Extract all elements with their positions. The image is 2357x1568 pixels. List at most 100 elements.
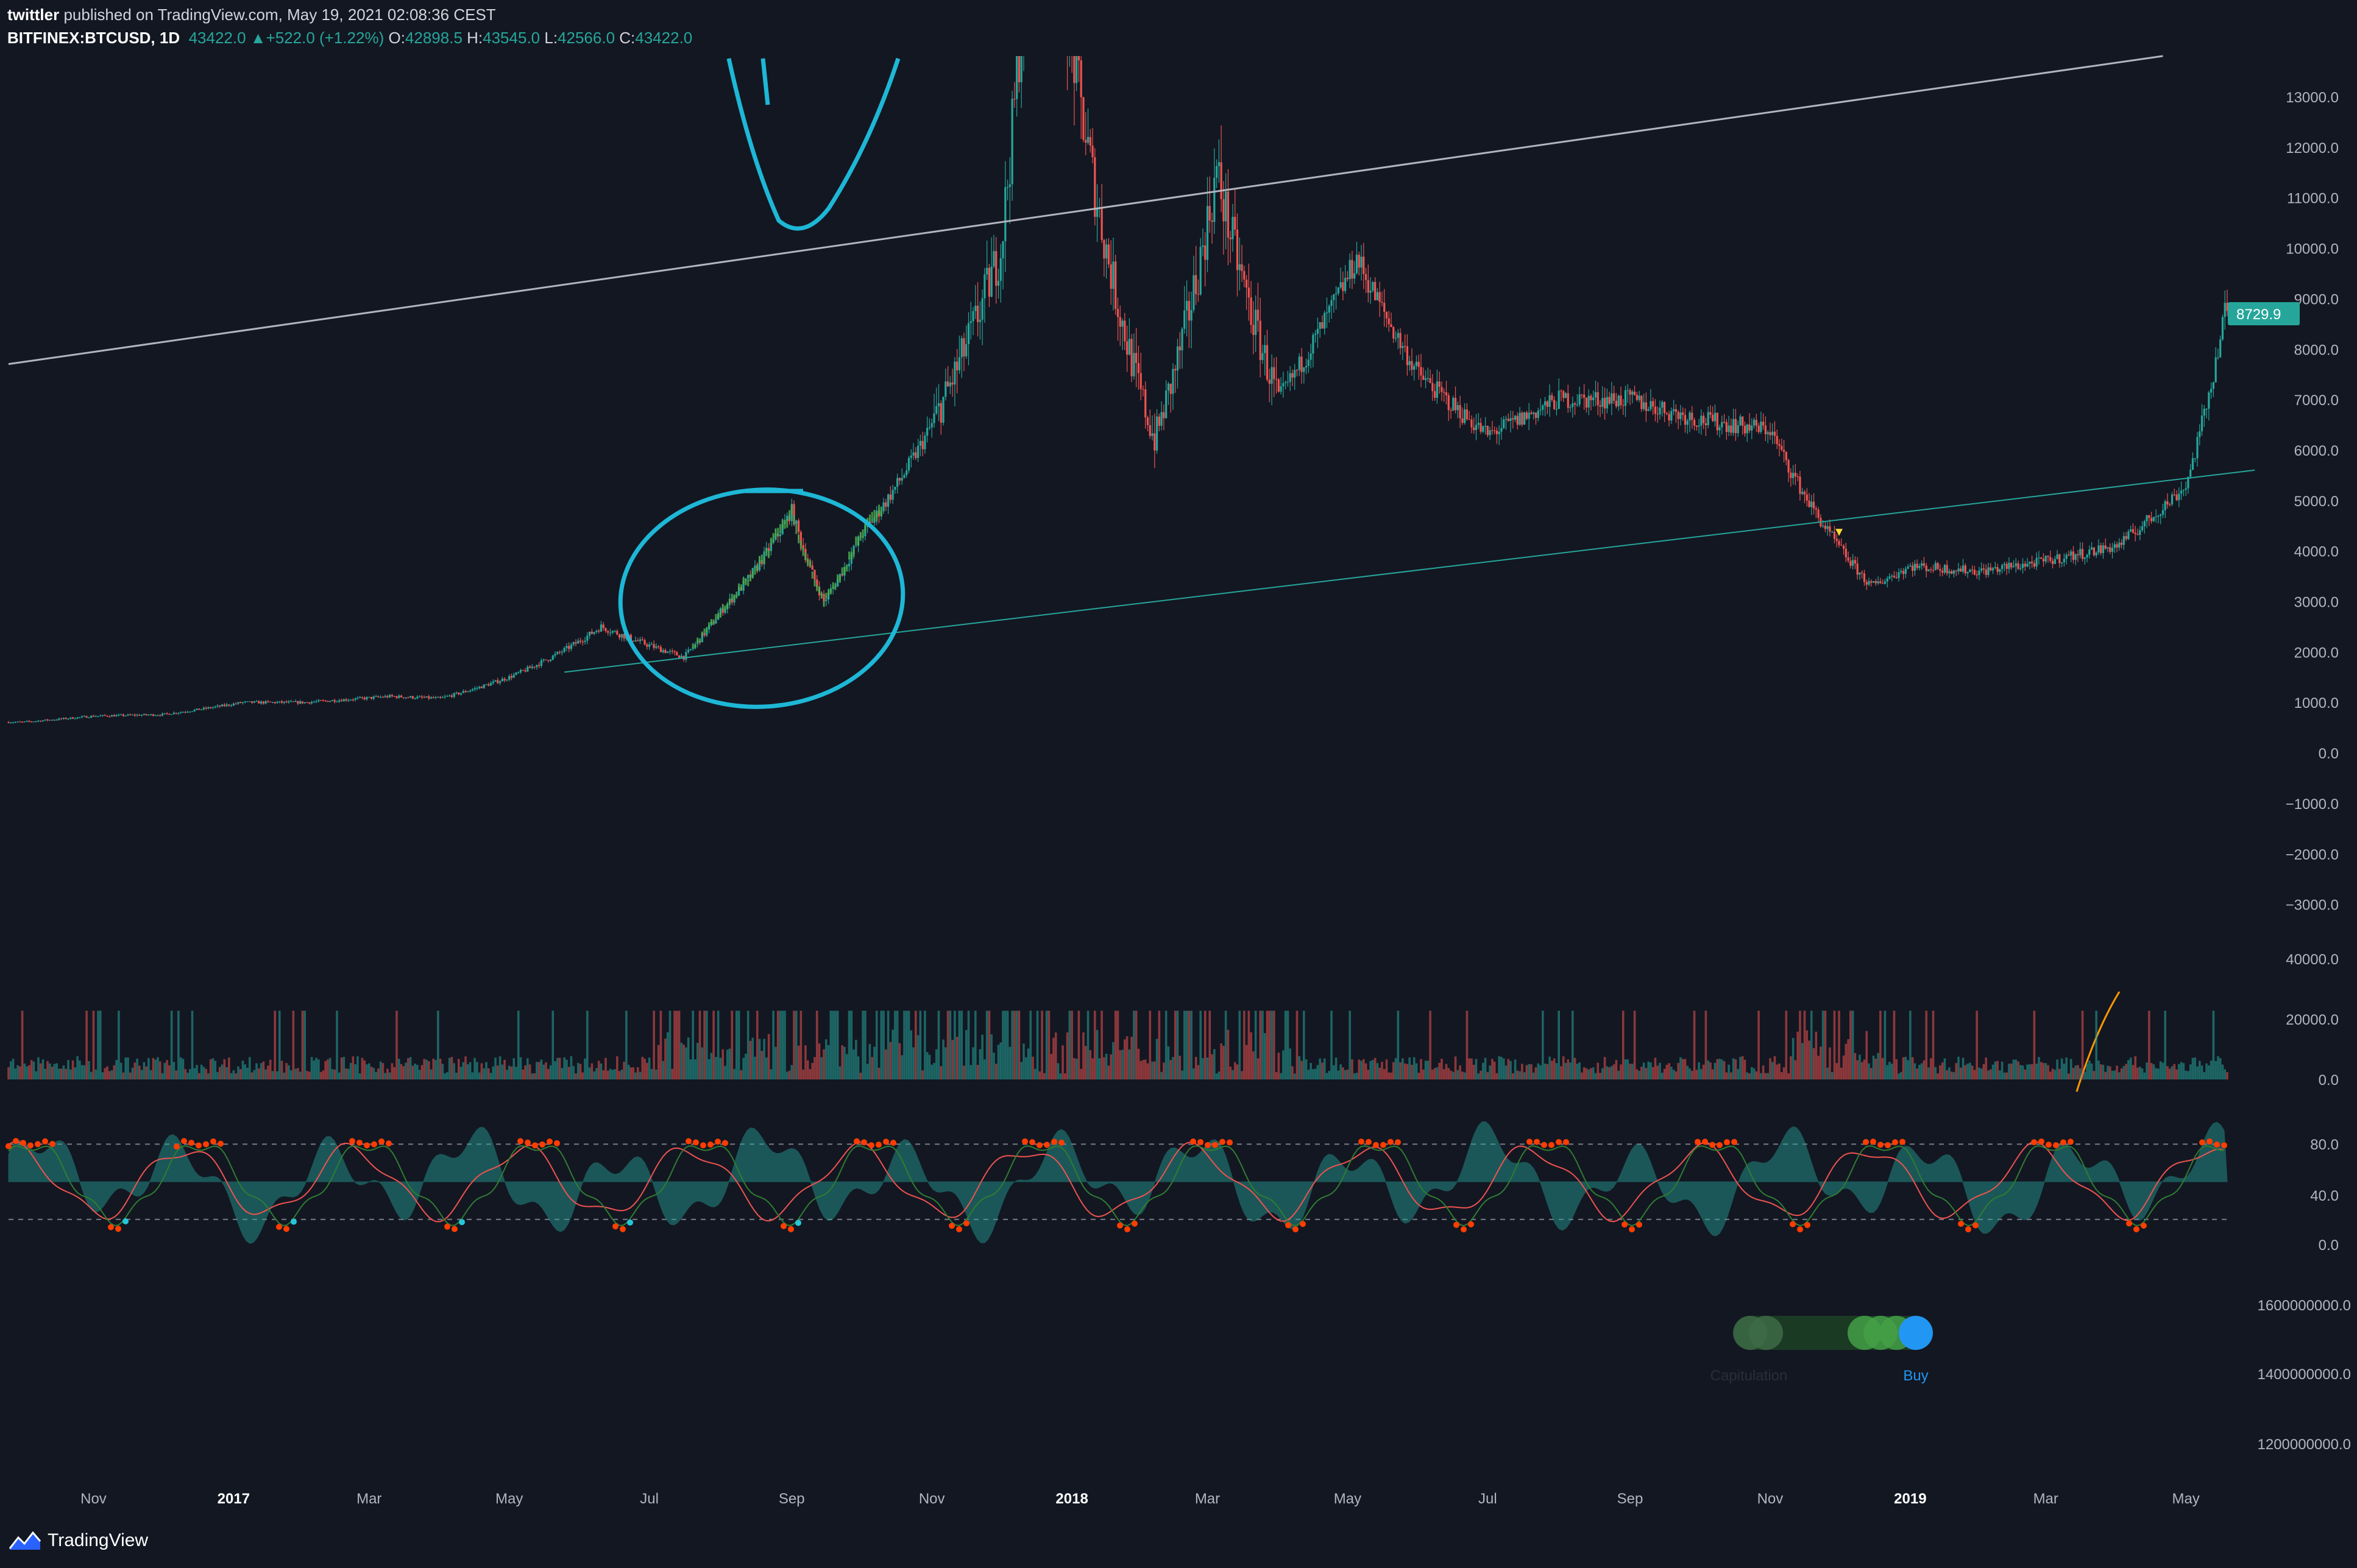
volume-bar — [1397, 1011, 1400, 1079]
volume-bar — [1284, 1011, 1287, 1079]
author-name[interactable]: twittler — [7, 5, 60, 24]
volume-bar — [825, 1039, 828, 1079]
volume-bar — [1307, 1070, 1310, 1079]
candle-body — [1514, 415, 1517, 420]
volume-bar — [600, 1063, 603, 1079]
candle-body — [1528, 412, 1530, 419]
volume-bar — [850, 1011, 853, 1079]
candle-body — [1567, 393, 1569, 408]
volume-bar — [976, 1065, 979, 1079]
candle-body — [2214, 357, 2217, 383]
volume-bar — [262, 1061, 265, 1079]
candle-body — [2178, 493, 2180, 501]
candle-body — [2212, 382, 2214, 389]
volume-bar — [1489, 1065, 1491, 1079]
candle-body — [692, 647, 694, 649]
candle-body — [542, 659, 545, 661]
volume-bar — [2200, 1065, 2203, 1079]
candle-body — [1144, 389, 1147, 418]
candle-body — [1863, 573, 1866, 582]
volume-bar — [806, 1060, 809, 1079]
candle-body — [1408, 361, 1411, 366]
volume-bar — [297, 1068, 299, 1079]
candle-body — [1008, 184, 1011, 187]
volume-bar — [225, 1067, 228, 1079]
candle-body — [954, 361, 956, 385]
overbought-dot — [1534, 1139, 1540, 1145]
volume-bar — [2194, 1057, 2197, 1079]
candle-body — [370, 697, 373, 699]
overbought-dot — [1709, 1142, 1715, 1148]
overbought-dot — [196, 1142, 202, 1149]
volume-bar — [1925, 1011, 1928, 1079]
highlight-candle — [802, 548, 804, 556]
oversold-dot — [2133, 1226, 2139, 1232]
volume-bar — [306, 1071, 308, 1079]
volume-bar — [988, 1011, 991, 1079]
volume-bar — [1197, 1065, 1200, 1079]
volume-bar — [1125, 1036, 1129, 1079]
price-change: +522.0 (+1.22%) — [266, 29, 385, 47]
volume-bar — [682, 1044, 685, 1079]
candle-body — [912, 452, 915, 456]
candle-body — [522, 669, 524, 671]
volume-bar — [342, 1057, 346, 1079]
volume-bar — [1295, 1011, 1299, 1079]
candle-body — [428, 696, 430, 699]
overbought-dot — [1695, 1139, 1701, 1145]
tradingview-brand[interactable]: TradingView — [9, 1530, 148, 1551]
overbought-dot — [539, 1141, 545, 1148]
candle-body — [2203, 409, 2205, 416]
overbought-dot — [1388, 1139, 1394, 1145]
candle-body — [2171, 494, 2174, 505]
volume-bar — [1286, 1011, 1289, 1079]
candle-body — [1849, 560, 1852, 566]
candle-body — [1355, 255, 1358, 274]
time-tick-label: Jul — [1478, 1491, 1497, 1507]
volume-bar — [2132, 1065, 2135, 1079]
candle-body — [956, 361, 959, 370]
candle-body — [260, 701, 263, 704]
overbought-dot — [1892, 1139, 1898, 1146]
volume-bar — [1647, 1061, 1650, 1079]
volume-bar — [724, 1065, 726, 1079]
candle-body — [200, 709, 203, 710]
volume-bar — [692, 1011, 695, 1079]
candle-body — [108, 716, 111, 718]
candle-body — [2113, 544, 2116, 548]
volume-bar — [1803, 1011, 1806, 1079]
volume-bar — [92, 1011, 95, 1079]
volume-bar — [1709, 1062, 1712, 1079]
candle-body — [1990, 567, 1992, 571]
symbol-name[interactable]: BITFINEX:BTCUSD, 1D — [7, 29, 180, 47]
candle-body — [193, 710, 196, 712]
highlight-candle — [768, 550, 770, 559]
candle-body — [1364, 274, 1367, 280]
volume-bar — [12, 1059, 15, 1079]
time-tick-label: Nov — [919, 1491, 945, 1507]
candle-body — [1645, 402, 1648, 411]
volume-bar — [2068, 1073, 2070, 1079]
overbought-dot — [868, 1142, 874, 1149]
volume-bar — [972, 1047, 974, 1079]
candle-body — [237, 702, 239, 704]
candle-body — [786, 515, 789, 521]
candle-body — [294, 701, 297, 702]
candle-body — [703, 633, 706, 636]
volume-bar — [542, 1064, 545, 1079]
volume-bar — [2171, 1066, 2174, 1079]
volume-bar — [1024, 1057, 1027, 1079]
candle-body — [366, 697, 368, 699]
overbought-dot — [1227, 1139, 1233, 1146]
highlight-candle — [759, 556, 761, 564]
oversold-dot — [283, 1226, 289, 1232]
volume-bar — [434, 1060, 437, 1079]
candle-body — [848, 563, 851, 567]
volume-bar — [423, 1059, 426, 1079]
candle-body — [655, 646, 657, 648]
volume-bar — [1238, 1011, 1241, 1079]
volume-bar — [110, 1070, 113, 1079]
overbought-dot — [2046, 1142, 2052, 1148]
candle-body — [2072, 551, 2075, 560]
